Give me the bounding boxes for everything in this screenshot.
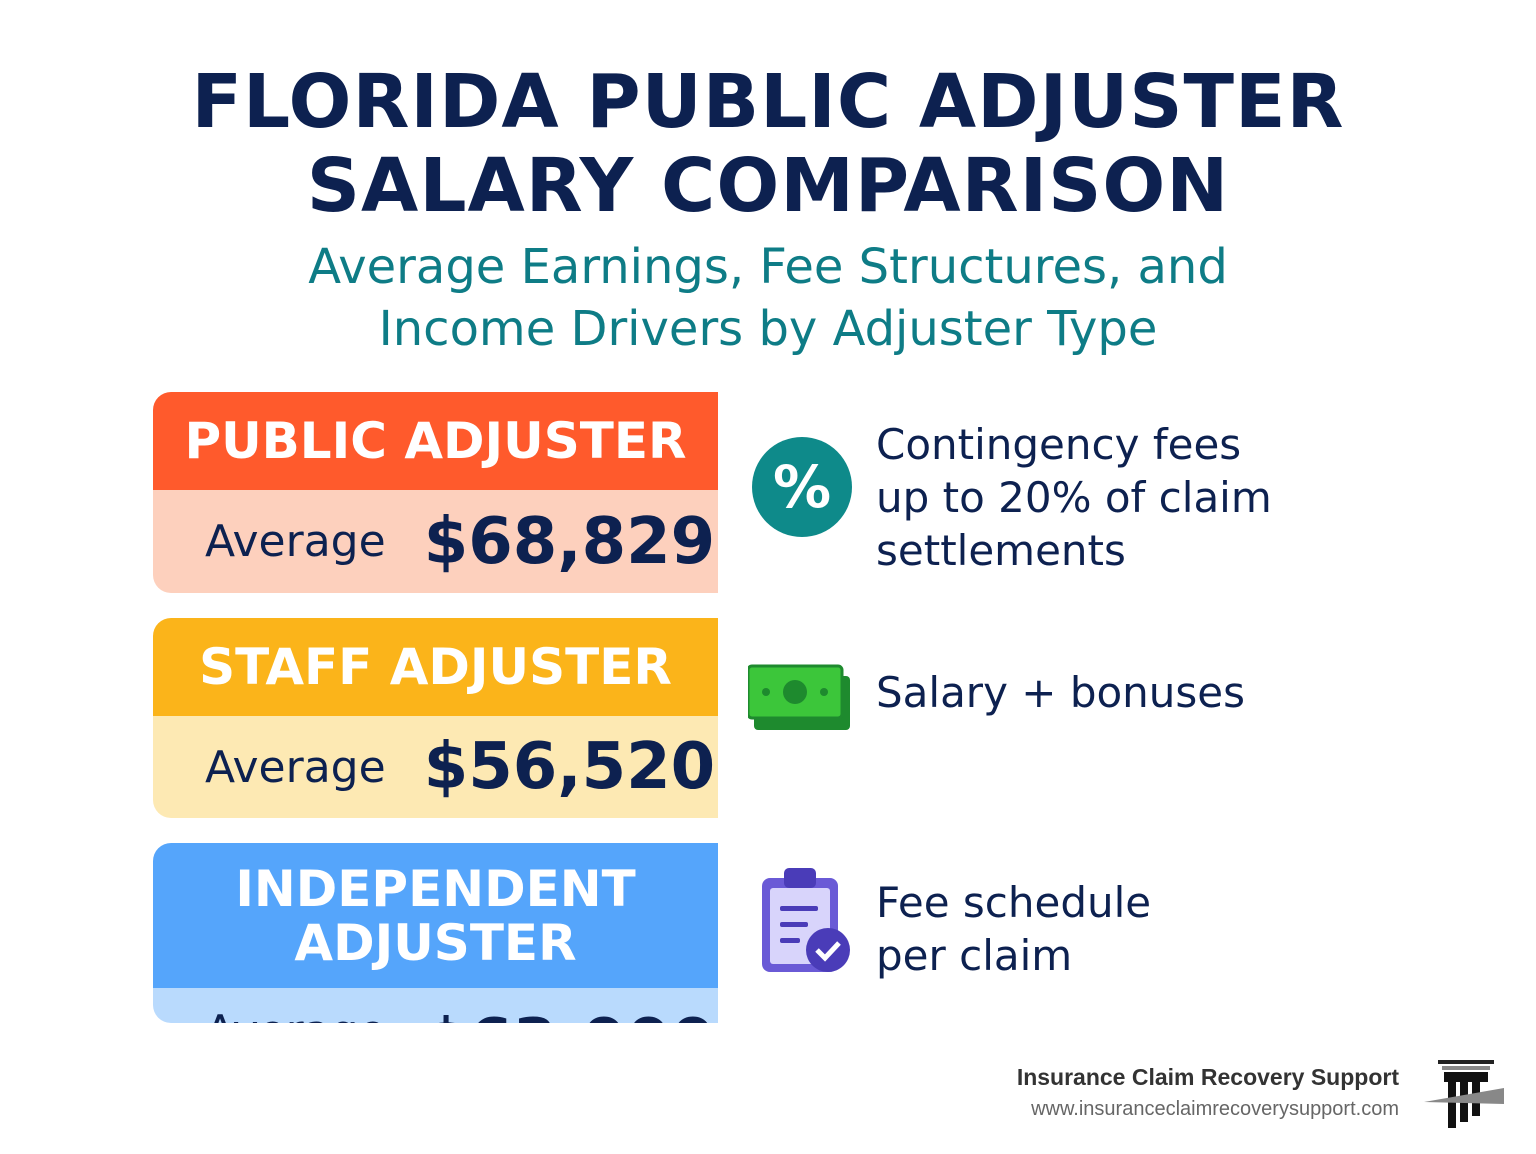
footer-brand-name: Insurance Claim Recovery Support	[1016, 1064, 1399, 1090]
card-header: PUBLIC ADJUSTER	[153, 392, 718, 490]
staff-adjuster-description: Salary + bonuses	[876, 666, 1245, 719]
percent-icon: %	[752, 437, 852, 537]
subtitle-line-2: Income Drivers by Adjuster Type	[378, 301, 1158, 357]
average-value: $63,000	[424, 1006, 716, 1023]
pillar-logo-icon	[1424, 1060, 1504, 1128]
title-line-1: FLORIDA PUBLIC ADJUSTER	[191, 59, 1345, 145]
header-line: ADJUSTER	[294, 913, 577, 972]
average-label: Average	[205, 516, 386, 567]
subtitle-line-1: Average Earnings, Fee Structures, and	[308, 239, 1228, 295]
public-adjuster-description: Contingency fees up to 20% of claim sett…	[876, 418, 1272, 577]
independent-adjuster-description: Fee schedule per claim	[876, 876, 1151, 982]
clipboard-check-icon	[762, 868, 850, 972]
average-value: $56,520	[423, 730, 716, 804]
public-adjuster-card: PUBLIC ADJUSTER Average $68,829	[153, 392, 718, 593]
average-label: Average	[205, 741, 386, 793]
desc-line: up to 20% of claim	[876, 473, 1272, 522]
desc-line: settlements	[876, 526, 1126, 575]
money-icon	[748, 664, 850, 730]
desc-line: per claim	[876, 931, 1073, 980]
card-header: INDEPENDENT ADJUSTER	[153, 843, 718, 988]
desc-line: Salary + bonuses	[876, 668, 1246, 717]
average-label: Average	[205, 1006, 386, 1023]
desc-line: Fee schedule	[876, 878, 1152, 927]
title-line-2: SALARY COMPARISON	[306, 143, 1230, 229]
footer-url: www.insuranceclaimrecoverysupport.com	[1031, 1098, 1399, 1120]
staff-adjuster-card: STAFF ADJUSTER Average $56,520	[153, 618, 718, 818]
average-value: $68,829	[423, 504, 716, 579]
header-line: INDEPENDENT	[235, 859, 636, 918]
independent-adjuster-card: INDEPENDENT ADJUSTER Average $63,000	[153, 843, 718, 1023]
card-header: STAFF ADJUSTER	[153, 618, 718, 716]
desc-line: Contingency fees	[876, 420, 1242, 469]
